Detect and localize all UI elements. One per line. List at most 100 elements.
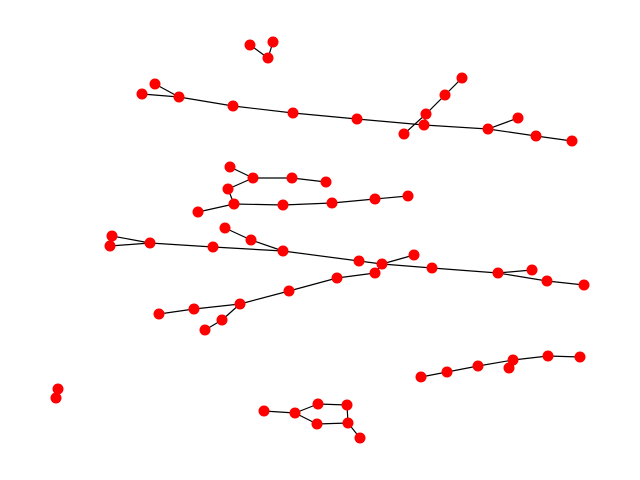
graph-node — [104, 240, 116, 252]
graph-node — [287, 107, 299, 119]
graph-node — [247, 172, 259, 184]
graph-edge — [291, 177, 327, 183]
graph-node — [199, 324, 211, 336]
graph-node — [244, 39, 256, 51]
graph-node — [541, 275, 553, 287]
graph-edge — [374, 195, 409, 200]
graph-node — [136, 88, 148, 100]
graph-node — [153, 308, 165, 320]
graph-node — [402, 190, 414, 202]
graph-node — [144, 237, 156, 249]
graph-node — [277, 245, 289, 257]
graph-node — [492, 267, 504, 279]
graph-edge — [282, 250, 360, 262]
graph-node — [526, 264, 538, 276]
graph-node — [578, 279, 590, 291]
graph-node — [351, 113, 363, 125]
nodes-layer — [50, 36, 590, 444]
graph-node — [398, 128, 410, 140]
graph-node — [503, 362, 515, 374]
graph-edge — [487, 128, 537, 137]
graph-node — [222, 183, 234, 195]
graph-edge — [149, 242, 214, 248]
graph-node — [286, 172, 298, 184]
graph-node — [472, 360, 484, 372]
graph-node — [326, 197, 338, 209]
graph-node — [267, 36, 279, 48]
graph-edge — [497, 272, 548, 282]
graph-node — [262, 52, 274, 64]
graph-edge — [141, 93, 180, 98]
graph-edge — [288, 277, 338, 292]
graph-node — [149, 78, 161, 90]
graph-node — [354, 432, 366, 444]
graph-node — [207, 241, 219, 253]
graph-edge — [250, 239, 284, 252]
graph-node — [420, 108, 432, 120]
graph-node — [456, 72, 468, 84]
graph-edge — [546, 280, 585, 286]
graph-edge — [381, 263, 433, 269]
graph-node — [415, 371, 427, 383]
graph-edge — [158, 308, 195, 315]
graph-node — [52, 383, 64, 395]
graph-node — [439, 89, 451, 101]
graph-node — [353, 255, 365, 267]
graph-node — [331, 272, 343, 284]
graph-node — [408, 249, 420, 261]
graph-node — [234, 298, 246, 310]
graph-edge — [233, 203, 284, 206]
graph-edge — [232, 105, 294, 114]
graph-node — [574, 351, 586, 363]
graph-edge — [239, 290, 290, 305]
graph-edge — [197, 203, 235, 213]
graph-node — [342, 417, 354, 429]
graph-edge — [193, 303, 241, 310]
graph-node — [106, 230, 118, 242]
graph-node — [542, 350, 554, 362]
graph-node — [277, 199, 289, 211]
graph-node — [369, 193, 381, 205]
graph-node — [530, 130, 542, 142]
graph-edge — [178, 96, 234, 107]
graph-edge — [331, 198, 376, 204]
graph-node — [192, 206, 204, 218]
graph-node — [283, 285, 295, 297]
graph-node — [369, 267, 381, 279]
graph-edge — [477, 359, 514, 367]
graph-node — [227, 100, 239, 112]
graph-edge — [512, 355, 549, 361]
graph-node — [341, 399, 353, 411]
graph-edge — [111, 235, 151, 244]
graph-node — [320, 176, 332, 188]
graph-node — [289, 407, 301, 419]
graph-node — [245, 234, 257, 246]
graph-node — [173, 91, 185, 103]
edges-layer — [55, 41, 585, 439]
graph-node — [219, 222, 231, 234]
graph-node — [426, 262, 438, 274]
graph-node — [376, 258, 388, 270]
graph-node — [311, 418, 323, 430]
graph-edge — [423, 124, 489, 130]
graph-edge — [431, 267, 499, 274]
graph-edge — [336, 272, 376, 279]
graph-node — [258, 405, 270, 417]
graph-edge — [381, 254, 415, 265]
graph-node — [50, 392, 62, 404]
graph-node — [188, 303, 200, 315]
graph-edge — [212, 246, 284, 252]
graph-edge — [535, 135, 573, 142]
graph-node — [512, 112, 524, 124]
graph-edge — [356, 118, 425, 126]
graph-node — [224, 161, 236, 173]
graph-node — [216, 314, 228, 326]
graph-node — [482, 123, 494, 135]
graph-node — [312, 398, 324, 410]
graph-edge — [282, 202, 333, 206]
graph-edge — [497, 269, 533, 274]
graph-node — [418, 119, 430, 131]
graph-edge — [292, 112, 358, 120]
graph-node — [441, 366, 453, 378]
